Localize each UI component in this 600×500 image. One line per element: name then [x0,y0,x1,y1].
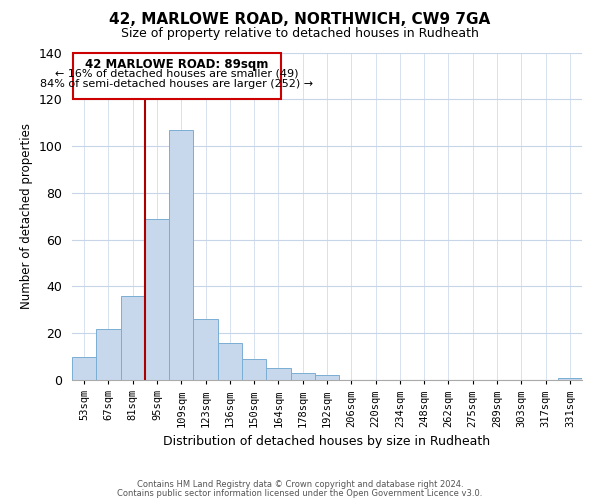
Y-axis label: Number of detached properties: Number of detached properties [20,123,33,309]
FancyBboxPatch shape [73,52,281,100]
Text: Size of property relative to detached houses in Rudheath: Size of property relative to detached ho… [121,28,479,40]
Text: ← 16% of detached houses are smaller (49): ← 16% of detached houses are smaller (49… [55,69,299,79]
Bar [558,378,582,380]
Text: Contains public sector information licensed under the Open Government Licence v3: Contains public sector information licen… [118,489,482,498]
Bar [121,296,145,380]
Bar [242,359,266,380]
Bar [72,356,96,380]
Bar [169,130,193,380]
Bar [96,328,121,380]
Bar [266,368,290,380]
Text: Contains HM Land Registry data © Crown copyright and database right 2024.: Contains HM Land Registry data © Crown c… [137,480,463,489]
Bar [315,376,339,380]
Bar [193,319,218,380]
Bar [218,342,242,380]
Bar [290,373,315,380]
Bar [145,218,169,380]
Text: 84% of semi-detached houses are larger (252) →: 84% of semi-detached houses are larger (… [40,80,314,90]
Text: 42 MARLOWE ROAD: 89sqm: 42 MARLOWE ROAD: 89sqm [85,58,269,71]
X-axis label: Distribution of detached houses by size in Rudheath: Distribution of detached houses by size … [163,435,491,448]
Text: 42, MARLOWE ROAD, NORTHWICH, CW9 7GA: 42, MARLOWE ROAD, NORTHWICH, CW9 7GA [109,12,491,28]
